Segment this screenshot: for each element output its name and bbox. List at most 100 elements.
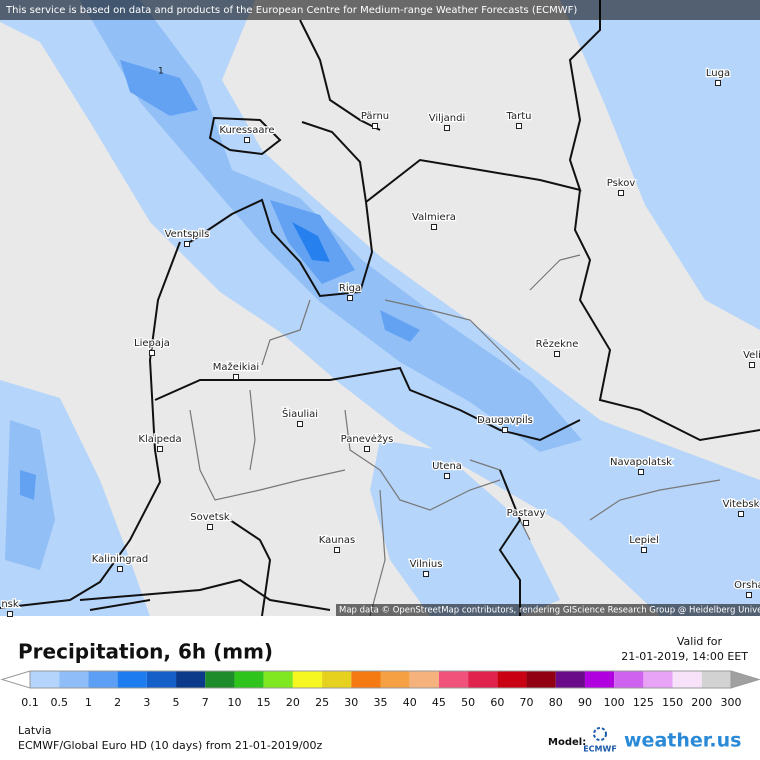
coastlines-and-borders — [0, 0, 760, 617]
level-label: 1 — [85, 696, 92, 709]
colorbar-box — [176, 671, 206, 688]
level-label: 5 — [173, 696, 180, 709]
region: Latvia — [18, 724, 52, 737]
city-marker — [641, 547, 647, 553]
colorbar-box — [322, 671, 352, 688]
city-marker — [554, 351, 560, 357]
colorbar-box — [59, 671, 89, 688]
colorbar-box — [292, 671, 323, 688]
city-label: Ventspils — [165, 229, 210, 240]
level-label: 45 — [432, 696, 446, 709]
level-label: 3 — [143, 696, 150, 709]
level-label: 80 — [549, 696, 563, 709]
city-marker — [184, 241, 190, 247]
model-run: ECMWF/Global Euro HD (10 days) from 21-0… — [18, 739, 323, 752]
colorbar-box — [526, 671, 556, 688]
city-label: Vilnius — [410, 559, 443, 570]
precipitation — [0, 0, 760, 616]
legend-title: Precipitation, 6h (mm) — [18, 640, 273, 664]
city-marker — [715, 80, 721, 86]
city-label: Sovetsk — [190, 512, 230, 523]
level-label: 200 — [691, 696, 712, 709]
level-label: 0.1 — [21, 696, 39, 709]
city-label: Valmiera — [412, 212, 456, 223]
colorbar-box — [643, 671, 673, 688]
colorbar-box — [117, 671, 147, 688]
colorbar-box — [146, 671, 177, 688]
cities: Luga Pärnu Viljandi Tartu Kuressaare Pskov Val… — [0, 67, 760, 617]
city-marker — [372, 123, 378, 129]
city-label: Rēzekne — [536, 339, 579, 350]
city-marker — [746, 592, 752, 598]
city-marker — [749, 362, 755, 368]
city-label: Luga — [706, 68, 730, 79]
colorbar-box — [555, 671, 585, 688]
legend: Precipitation, 6h (mm) Valid for 21-01-2… — [0, 635, 760, 709]
ecmwf-icon — [593, 727, 607, 741]
city-marker — [207, 524, 213, 530]
city-label: Mažeikiai — [213, 361, 259, 373]
colorbar-box — [205, 671, 235, 688]
colorbar-box — [438, 671, 469, 688]
colorbar-low-arrow — [0, 670, 31, 689]
city-marker — [149, 350, 155, 356]
level-label: 125 — [633, 696, 654, 709]
city-label: Šiauliai — [282, 407, 318, 420]
level-label: 15 — [257, 696, 271, 709]
city-marker — [297, 421, 303, 427]
city-label: Vitebsk — [723, 499, 760, 510]
level-label: 25 — [315, 696, 329, 709]
level-label: 30 — [344, 696, 358, 709]
level-label: 7 — [202, 696, 209, 709]
city-marker — [117, 566, 123, 572]
city-label: Utena — [432, 461, 462, 472]
notice-bar — [0, 0, 760, 20]
valid-label: Valid for — [677, 635, 723, 648]
level-label: 20 — [286, 696, 300, 709]
model-label: Model: — [548, 737, 586, 748]
city-marker — [516, 123, 522, 129]
city-marker — [157, 446, 163, 452]
city-label: Veli — [743, 350, 760, 361]
city-label: Pastavy — [507, 508, 546, 519]
city-label: nsk — [1, 599, 19, 610]
brand: weather.us — [624, 730, 741, 752]
colorbar-box — [468, 671, 498, 688]
city-marker — [431, 224, 437, 230]
city-label: Liepaja — [134, 338, 170, 349]
level-label: 35 — [374, 696, 388, 709]
city-marker — [502, 427, 508, 433]
colorbar-box — [497, 671, 527, 688]
colorbar-outline — [29, 670, 732, 689]
colorbar-box — [672, 671, 702, 688]
city-label: Kuressaare — [219, 125, 274, 136]
city-marker — [233, 374, 239, 380]
city-marker — [444, 473, 450, 479]
colorbar-box — [701, 671, 731, 688]
city-marker — [523, 520, 529, 526]
level-label: 60 — [490, 696, 504, 709]
colorbar: 0.1 0.5 1 2 3 5 7 10 15 20 25 30 35 40 45 50 60 70 80 90 100… — [0, 670, 760, 709]
colorbar-box — [263, 671, 293, 688]
city-label: Panevėžys — [341, 433, 394, 445]
city-marker — [423, 571, 429, 577]
colorbar-box — [614, 671, 644, 688]
city-marker — [244, 137, 250, 143]
valid-time: 21-01-2019, 14:00 EET — [621, 650, 748, 663]
colorbar-box — [409, 671, 439, 688]
level-label: 70 — [520, 696, 534, 709]
colorbar-box — [234, 671, 264, 688]
level-label: 40 — [403, 696, 417, 709]
colorbar-box — [88, 671, 118, 688]
city-label: Pärnu — [361, 111, 389, 122]
level-label: 2 — [114, 696, 121, 709]
city-marker — [347, 295, 353, 301]
colorbar-high-arrow — [730, 670, 760, 689]
city-label: Lepiel — [629, 535, 659, 546]
city-marker — [334, 547, 340, 553]
city-marker — [638, 469, 644, 475]
city-label: Daugavpils — [477, 415, 533, 426]
city-label: Orsha — [734, 580, 760, 591]
attribution: Map data © OpenStreetMap contributors, r… — [339, 606, 760, 616]
map: This service is based on data and produc… — [0, 0, 760, 617]
